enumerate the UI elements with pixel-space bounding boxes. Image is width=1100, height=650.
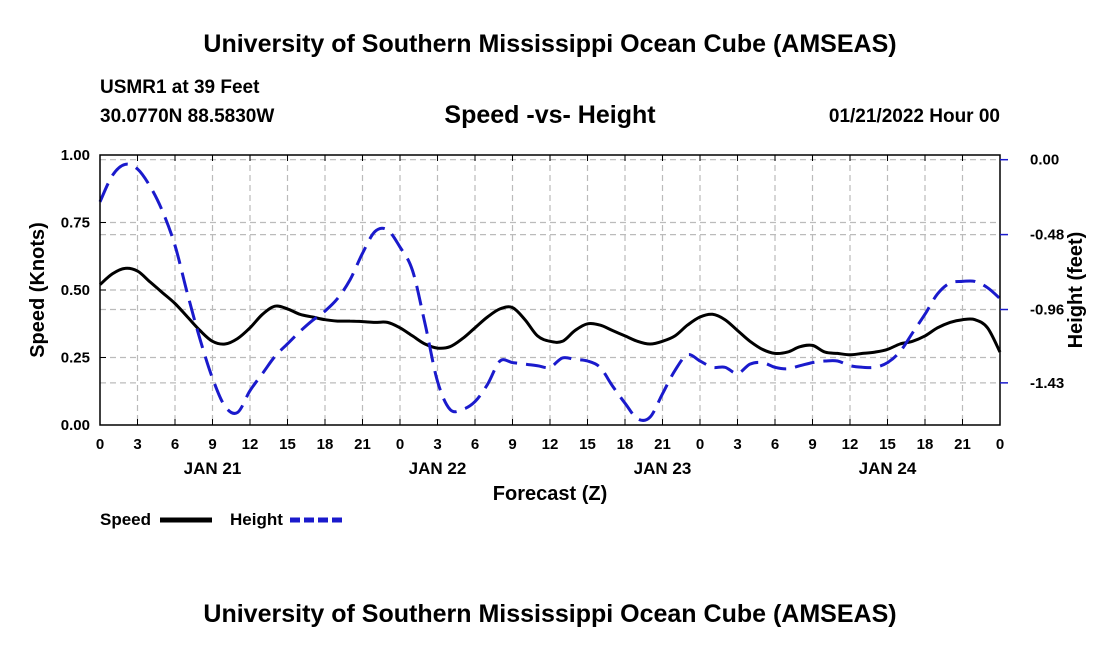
y-tick-label: 0.25	[61, 350, 90, 367]
y2-axis-label: Height (feet)	[1065, 232, 1087, 349]
station-label: USMR1 at 39 Feet	[100, 77, 260, 98]
y-axis-label: Speed (Knots)	[27, 222, 49, 358]
x-tick-label: 0	[396, 436, 404, 453]
y-tick-label: 0.75	[61, 215, 90, 232]
x-tick-label: 21	[354, 436, 371, 453]
x-tick-label: 0	[96, 436, 104, 453]
x-tick-label: 9	[508, 436, 516, 453]
x-tick-label: 6	[171, 436, 179, 453]
legend-speed-label: Speed	[100, 510, 151, 529]
day-label: JAN 23	[634, 459, 692, 478]
y2-tick-label: -0.96	[1030, 302, 1064, 319]
x-tick-label: 0	[696, 436, 704, 453]
x-tick-label: 18	[317, 436, 334, 453]
x-tick-label: 6	[771, 436, 779, 453]
coordinates-label: 30.0770N 88.5830W	[100, 106, 275, 127]
x-tick-label: 12	[842, 436, 859, 453]
legend: Speed Height	[100, 510, 342, 529]
y2-tick-label: 0.00	[1030, 152, 1059, 169]
datetime-label: 01/21/2022 Hour 00	[828, 106, 1000, 127]
x-tick-label: 9	[808, 436, 816, 453]
x-tick-label: 21	[954, 436, 971, 453]
y-tick-label: 0.00	[61, 417, 90, 434]
page-title: University of Southern Mississippi Ocean…	[203, 30, 897, 58]
x-tick-label: 9	[208, 436, 216, 453]
x-tick-label: 15	[279, 436, 296, 453]
chart-title: Speed -vs- Height	[444, 101, 656, 129]
x-tick-label: 15	[579, 436, 596, 453]
day-label: JAN 21	[184, 459, 242, 478]
x-tick-label: 3	[433, 436, 441, 453]
y2-tick-label: -1.43	[1030, 375, 1064, 392]
x-tick-label: 12	[242, 436, 259, 453]
x-tick-label: 0	[996, 436, 1004, 453]
day-label: JAN 24	[859, 459, 917, 478]
x-tick-label: 18	[917, 436, 934, 453]
x-axis-label: Forecast (Z)	[493, 483, 607, 505]
footer-title: University of Southern Mississippi Ocean…	[203, 600, 897, 628]
y-tick-label: 0.50	[61, 282, 90, 299]
height-series-line	[98, 162, 1001, 422]
x-tick-label: 15	[879, 436, 896, 453]
x-tick-label: 21	[654, 436, 671, 453]
x-tick-label: 3	[133, 436, 141, 453]
speed-series-line	[99, 266, 1002, 357]
x-tick-label: 18	[617, 436, 634, 453]
y-tick-label: 1.00	[61, 147, 90, 164]
legend-height-label: Height	[230, 510, 283, 529]
day-label: JAN 22	[409, 459, 467, 478]
x-tick-label: 3	[733, 436, 741, 453]
x-tick-label: 6	[471, 436, 479, 453]
y2-tick-label: -0.48	[1030, 227, 1064, 244]
x-tick-label: 12	[542, 436, 559, 453]
